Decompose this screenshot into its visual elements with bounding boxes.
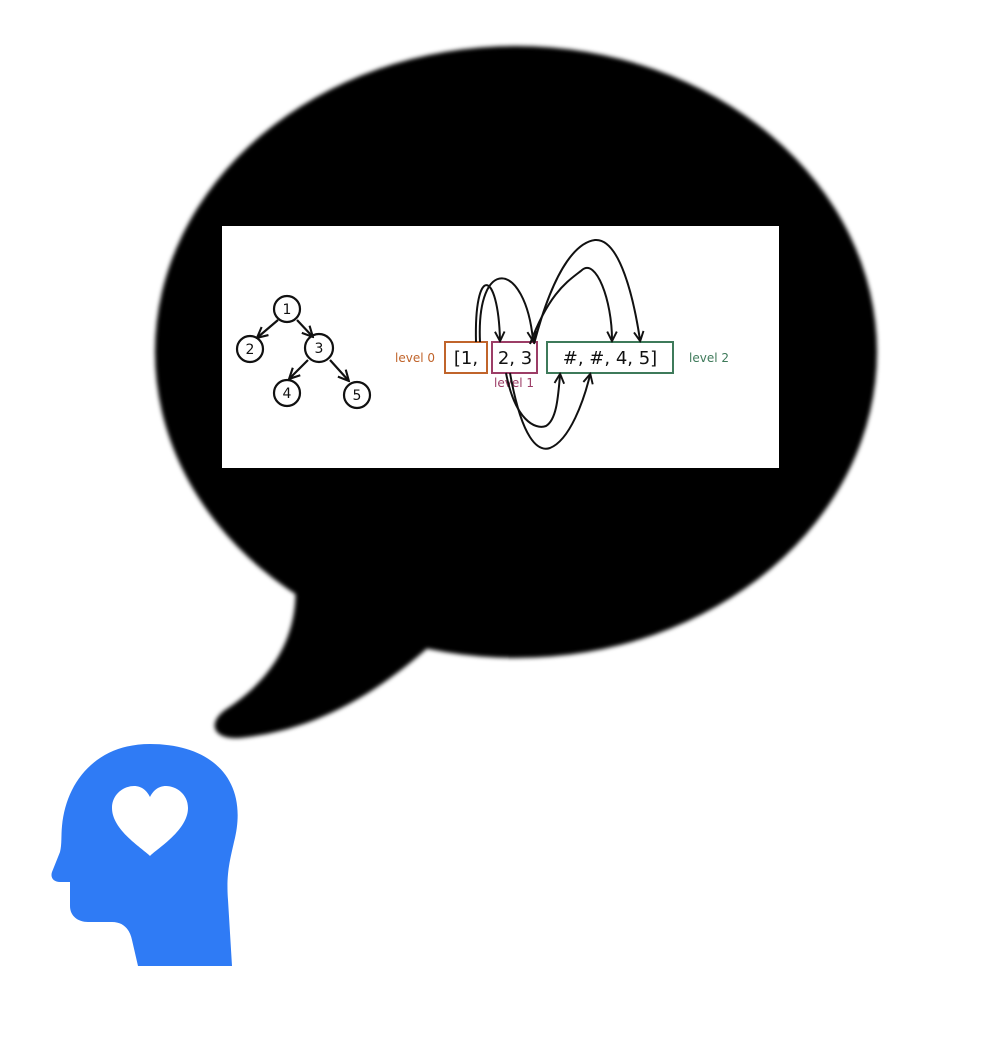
tree-edge [290, 359, 309, 378]
binary-tree: 1 2 3 4 5 [235, 294, 372, 410]
tree-edge [329, 359, 348, 380]
tree-edge [258, 319, 279, 337]
array-mid-text: 2, 3 [498, 348, 532, 369]
svg-text:4: 4 [283, 386, 292, 402]
level0-label: level 0 [395, 351, 435, 365]
tree-node: 2 [235, 334, 265, 364]
pointer-arrow [478, 277, 533, 342]
pointer-arrow [509, 373, 590, 450]
pointer-arrow [505, 373, 560, 428]
array-open-text: [1, [454, 348, 478, 369]
svg-text:3: 3 [315, 341, 324, 357]
tree-node: 4 [272, 378, 302, 408]
level2-label: level 2 [689, 351, 729, 365]
pointer-arrow [533, 238, 640, 345]
tree-node: 3 [303, 332, 335, 364]
diagram-panel [222, 226, 779, 468]
pointer-arrow [474, 284, 500, 342]
head-with-heart-icon [51, 744, 238, 966]
level0-box [444, 341, 488, 374]
tree-node: 5 [342, 380, 372, 410]
pointer-arrows-bottom [505, 373, 590, 450]
svg-text:5: 5 [353, 388, 362, 404]
pointer-arrows-top [474, 238, 640, 345]
tree-edge [296, 319, 312, 336]
pointer-arrow [529, 267, 612, 345]
array-tail-text: #, #, 4, 5] [563, 348, 657, 369]
svg-text:2: 2 [246, 342, 255, 358]
level1-label: level 1 [494, 376, 534, 390]
level1-box [491, 341, 538, 374]
tree-node: 1 [272, 294, 302, 324]
svg-text:1: 1 [283, 302, 292, 318]
